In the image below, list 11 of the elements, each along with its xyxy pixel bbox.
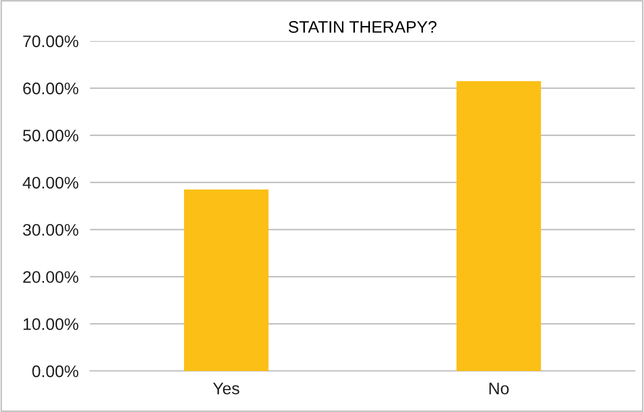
y-tick-label: 0.00% bbox=[32, 365, 78, 378]
y-tick-label: 50.00% bbox=[23, 130, 78, 142]
y-tick-label: 30.00% bbox=[23, 224, 78, 236]
y-tick-label: 20.00% bbox=[23, 271, 78, 283]
y-tick-label: 10.00% bbox=[24, 318, 78, 330]
x-tick-label: Yes bbox=[213, 382, 240, 394]
y-tick-label: 60.00% bbox=[23, 82, 78, 94]
y-tick-label: 40.00% bbox=[22, 176, 78, 189]
y-tick-label: 70.00% bbox=[23, 35, 78, 48]
chart-title: STATIN THERAPY? bbox=[288, 21, 436, 33]
x-tick-label: No bbox=[489, 382, 509, 394]
